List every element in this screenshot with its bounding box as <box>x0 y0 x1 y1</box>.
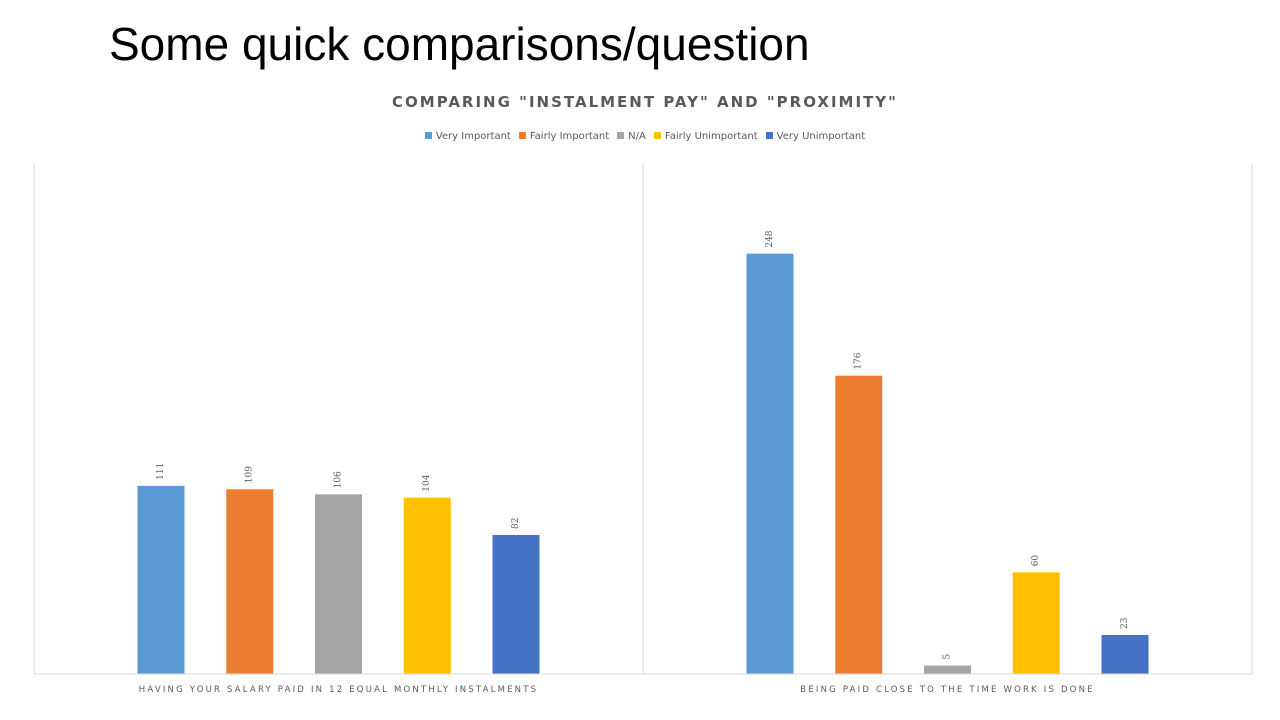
data-label: 23 <box>1120 617 1130 629</box>
data-label: 104 <box>422 474 432 491</box>
category-label: BEING PAID CLOSE TO THE TIME WORK IS DON… <box>800 685 1094 695</box>
legend-item-4: Very Unimportant <box>765 131 866 142</box>
bar-0-2 <box>315 494 362 674</box>
legend-label: Very Unimportant <box>776 131 866 142</box>
bar-1-1 <box>835 375 883 674</box>
legend-item-3: Fairly Unimportant <box>653 131 758 142</box>
slide-title: Some quick comparisons/question <box>109 18 810 70</box>
data-label: 106 <box>334 471 344 488</box>
chart-title: COMPARING "INSTALMENT PAY" AND "PROXIMIT… <box>392 93 898 111</box>
legend-label: Fairly Important <box>529 131 610 142</box>
data-label: 111 <box>156 463 166 480</box>
legend-swatch <box>765 132 773 139</box>
legend-item-2: N/A <box>617 131 646 142</box>
legend-label: Fairly Unimportant <box>664 131 758 142</box>
bar-0-4 <box>492 535 540 674</box>
legend-item-0: Very Important <box>424 131 511 142</box>
bar-1-0 <box>746 253 794 674</box>
legend-item-1: Fairly Important <box>518 131 610 142</box>
data-label: 5 <box>943 654 953 660</box>
legend-swatch <box>653 132 661 139</box>
legend-swatch <box>424 132 432 139</box>
legend-label: N/A <box>628 131 646 142</box>
bar-1-2 <box>924 665 971 674</box>
category-label: HAVING YOUR SALARY PAID IN 12 EQUAL MONT… <box>139 685 538 695</box>
data-label: 109 <box>245 466 255 483</box>
legend-label: Very Important <box>435 131 511 142</box>
data-label: 248 <box>765 230 775 247</box>
data-label: 82 <box>511 518 521 529</box>
legend-swatch <box>617 132 625 139</box>
data-label: 176 <box>854 352 864 369</box>
bar-1-4 <box>1101 635 1149 674</box>
bar-1-3 <box>1012 572 1060 674</box>
data-label: 60 <box>1031 555 1041 567</box>
bar-0-3 <box>403 497 451 674</box>
bar-0-1 <box>226 489 274 674</box>
legend-swatch <box>518 132 526 139</box>
chart-legend: Very Important Fairly Important N/A Fairly … <box>0 131 1280 142</box>
bar-0-0 <box>137 485 185 674</box>
